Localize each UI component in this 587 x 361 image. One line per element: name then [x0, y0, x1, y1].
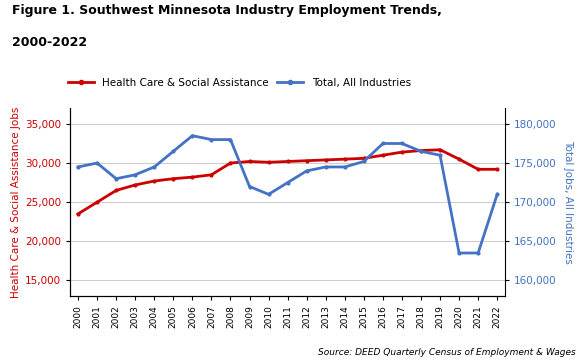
Y-axis label: Health Care & Social Assistance Jobs: Health Care & Social Assistance Jobs [11, 106, 21, 298]
Legend: Health Care & Social Assistance, Total, All Industries: Health Care & Social Assistance, Total, … [64, 74, 415, 92]
Text: Figure 1. Southwest Minnesota Industry Employment Trends,: Figure 1. Southwest Minnesota Industry E… [12, 4, 441, 17]
Text: Source: DEED Quarterly Census of Employment & Wages: Source: DEED Quarterly Census of Employm… [318, 348, 575, 357]
Y-axis label: Total Jobs, All Industries: Total Jobs, All Industries [564, 140, 573, 264]
Text: 2000-2022: 2000-2022 [12, 36, 87, 49]
